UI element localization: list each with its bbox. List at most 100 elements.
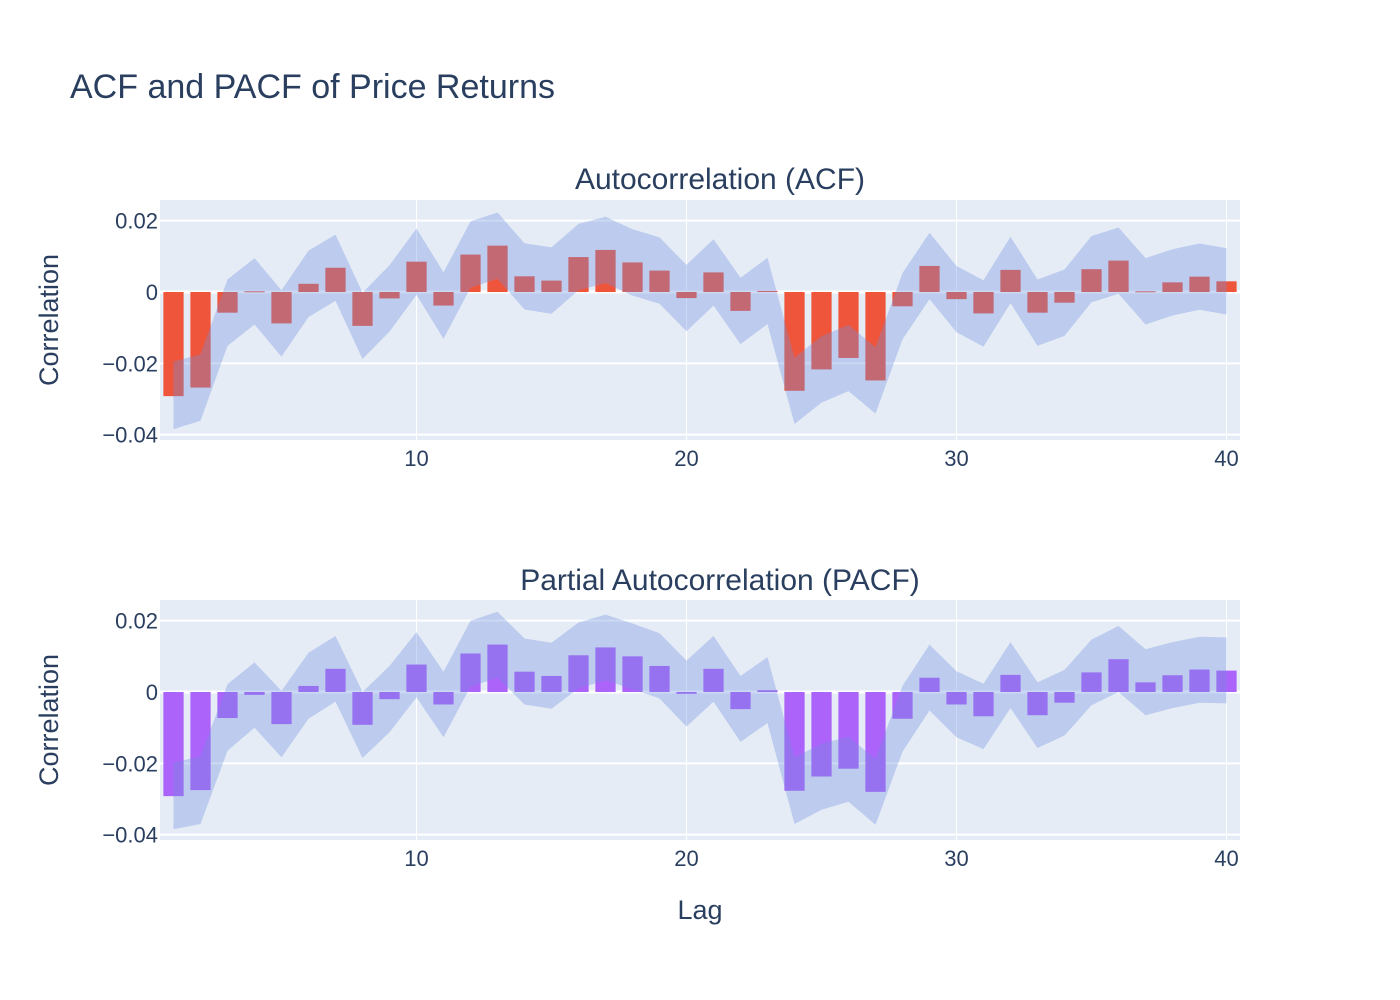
- pacf-bar: [190, 692, 211, 791]
- acf-bar: [514, 276, 535, 293]
- pacf-bar: [298, 685, 319, 693]
- pacf-bar: [649, 665, 670, 693]
- acf-bar: [163, 292, 184, 397]
- acf-y-tick-label: 0: [146, 280, 158, 305]
- pacf-x-tick-label: 10: [404, 846, 428, 871]
- acf-x-tick-label: 10: [404, 446, 428, 471]
- acf-subplot-title: Autocorrelation (ACF): [575, 163, 865, 196]
- acf-y-tick-label: −0.02: [102, 351, 158, 376]
- acf-bar: [1135, 291, 1156, 293]
- pacf-bar: [271, 692, 292, 725]
- acf-bar: [568, 257, 589, 293]
- pacf-bar: [568, 655, 589, 693]
- acf-bar: [622, 262, 643, 293]
- pacf-bar: [1162, 675, 1183, 693]
- pacf-x-tick-label: 20: [674, 846, 698, 871]
- pacf-bar: [217, 692, 238, 719]
- pacf-bar: [973, 692, 994, 717]
- pacf-bar: [865, 692, 886, 792]
- acf-bar: [487, 245, 508, 293]
- acf-bar: [460, 254, 481, 293]
- pacf-bar: [730, 692, 751, 710]
- acf-bar: [190, 292, 211, 388]
- pacf-confidence-band: [173, 611, 1227, 830]
- acf-bar: [1081, 269, 1102, 293]
- pacf-bar: [325, 668, 346, 693]
- pacf-subplot-title: Partial Autocorrelation (PACF): [520, 564, 920, 597]
- pacf-bar: [487, 644, 508, 693]
- acf-bar: [541, 280, 562, 293]
- pacf-bar: [811, 692, 832, 777]
- acf-x-tick-label: 30: [944, 446, 968, 471]
- pacf-bar: [379, 692, 400, 700]
- pacf-bar: [352, 692, 373, 725]
- pacf-x-tick-label: 30: [944, 846, 968, 871]
- pacf-bar: [433, 692, 454, 705]
- acf-bar: [1108, 260, 1129, 293]
- acf-plot-area: [160, 200, 1240, 440]
- pacf-bar: [676, 692, 697, 694]
- pacf-bar: [514, 671, 535, 693]
- pacf-bar: [1189, 669, 1210, 693]
- acf-x-tick-label: 40: [1214, 446, 1238, 471]
- pacf-y-axis-title: Correlation: [34, 654, 64, 786]
- pacf-bar: [595, 647, 616, 693]
- acf-y-tick-label: 0.02: [115, 209, 158, 234]
- acf-y-axis-title: Correlation: [34, 254, 64, 386]
- acf-bar: [325, 267, 346, 293]
- pacf-bar: [784, 692, 805, 791]
- figure-title: ACF and PACF of Price Returns: [70, 68, 555, 106]
- acf-bar: [757, 290, 778, 293]
- acf-bar: [271, 292, 292, 324]
- pacf-bar: [163, 692, 184, 797]
- acf-x-tick-label: 20: [674, 446, 698, 471]
- pacf-bar: [1054, 692, 1075, 703]
- acf-bar: [919, 265, 940, 293]
- acf-bar: [784, 292, 805, 391]
- acf-bar: [433, 292, 454, 306]
- pacf-bar: [1081, 672, 1102, 693]
- pacf-bar: [703, 668, 724, 693]
- pacf-bar: [1135, 682, 1156, 693]
- pacf-y-tick-label: −0.02: [102, 751, 158, 776]
- acf-y-tick-label: −0.04: [102, 423, 158, 448]
- acf-bar: [703, 272, 724, 293]
- acf-bar: [946, 292, 967, 300]
- acf-bar: [892, 292, 913, 307]
- pacf-bar: [919, 677, 940, 693]
- acf-bar: [352, 292, 373, 326]
- pacf-x-tick-label: 40: [1214, 846, 1238, 871]
- acf-bar: [1189, 276, 1210, 293]
- acf-bar: [1216, 281, 1237, 293]
- x-axis-title: Lag: [677, 895, 723, 925]
- pacf-y-tick-label: 0: [146, 680, 158, 705]
- acf-bar: [838, 292, 859, 358]
- pacf-bar: [1000, 674, 1021, 693]
- acf-bar: [865, 292, 886, 381]
- pacf-bar: [892, 692, 913, 719]
- pacf-bar: [1216, 670, 1237, 693]
- acf-bar: [811, 292, 832, 370]
- acf-bar: [244, 291, 265, 293]
- acf-bar: [730, 292, 751, 311]
- acf-bar: [973, 292, 994, 314]
- pacf-bar: [541, 675, 562, 693]
- pacf-bar: [1027, 692, 1048, 716]
- pacf-y-tick-label: 0.02: [115, 609, 158, 634]
- pacf-bar: [460, 653, 481, 693]
- acf-bar: [379, 292, 400, 299]
- acf-bar: [298, 283, 319, 293]
- pacf-bar: [244, 692, 265, 695]
- pacf-bar: [757, 690, 778, 693]
- acf-bar: [1000, 269, 1021, 293]
- acf-bar: [649, 270, 670, 293]
- pacf-bar: [622, 656, 643, 693]
- acf-bar: [406, 261, 427, 293]
- acf-bar: [1162, 282, 1183, 293]
- acf-bar: [217, 292, 238, 313]
- acf-bar: [1027, 292, 1048, 313]
- acf-confidence-band: [173, 212, 1227, 430]
- pacf-bar: [406, 664, 427, 693]
